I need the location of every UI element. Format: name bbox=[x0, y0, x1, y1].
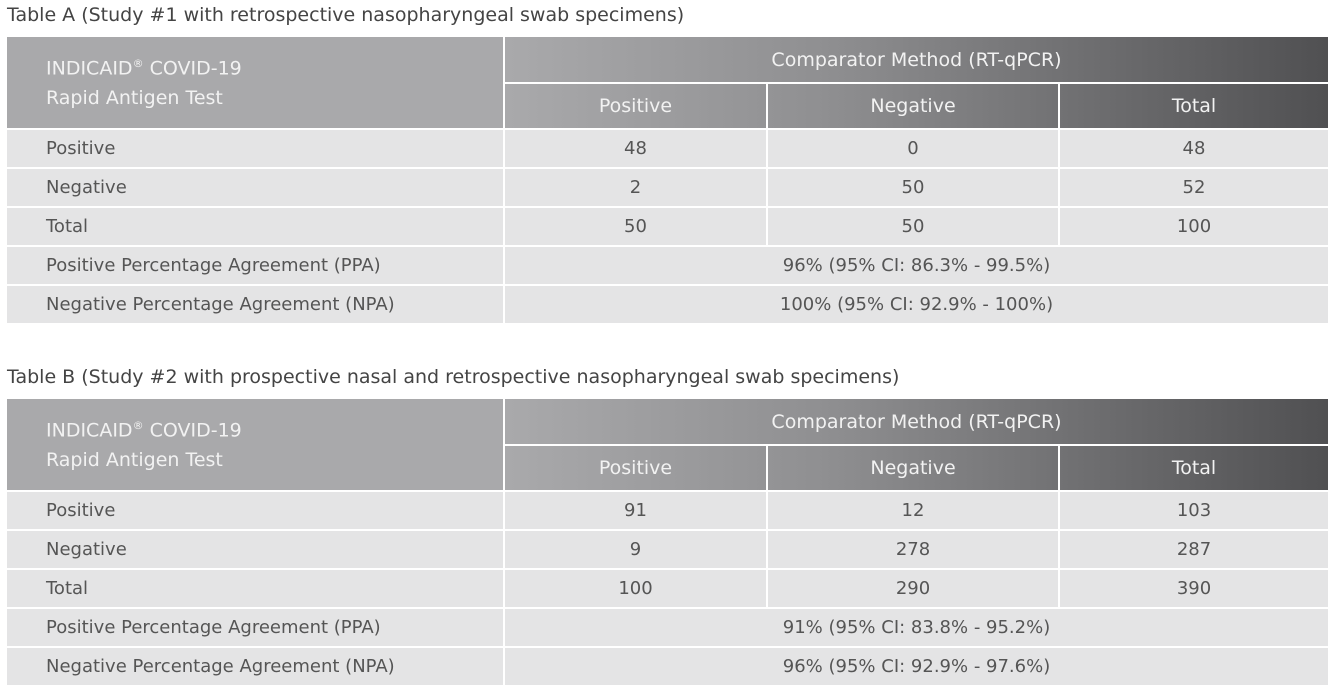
cell: 50 bbox=[505, 208, 766, 245]
brand: INDICAID bbox=[46, 419, 133, 442]
corner-cell: INDICAID® COVID-19 Rapid Antigen Test bbox=[7, 37, 503, 128]
separator bbox=[505, 444, 1328, 446]
cell: 287 bbox=[1060, 531, 1328, 568]
row-label: Positive bbox=[7, 130, 503, 167]
cell: 48 bbox=[505, 130, 766, 167]
cell: 91 bbox=[505, 492, 766, 529]
cell: 50 bbox=[768, 208, 1058, 245]
row-label: Positive bbox=[7, 492, 503, 529]
agreement-label: Negative Percentage Agreement (NPA) bbox=[7, 648, 503, 685]
agreement-label: Positive Percentage Agreement (PPA) bbox=[7, 609, 503, 646]
agreement-value: 96% (95% CI: 86.3% - 99.5%) bbox=[505, 247, 1328, 284]
separator bbox=[766, 84, 768, 128]
table-caption: Table B (Study #2 with prospective nasal… bbox=[7, 366, 900, 388]
row-label: Total bbox=[7, 570, 503, 607]
cell: 103 bbox=[1060, 492, 1328, 529]
column-header: Negative bbox=[870, 457, 956, 479]
registered-mark: ® bbox=[132, 419, 144, 432]
row-label: Negative bbox=[7, 531, 503, 568]
comparator-header: Comparator Method (RT-qPCR) bbox=[771, 410, 1062, 433]
cell: 100 bbox=[1060, 208, 1328, 245]
agreement-value: 100% (95% CI: 92.9% - 100%) bbox=[505, 286, 1328, 323]
comparator-header: Comparator Method (RT-qPCR) bbox=[771, 48, 1062, 71]
cell: 290 bbox=[768, 570, 1058, 607]
row-label: Total bbox=[7, 208, 503, 245]
cell: 100 bbox=[505, 570, 766, 607]
column-header: Positive bbox=[598, 457, 673, 479]
cell: 0 bbox=[768, 130, 1058, 167]
product-name: COVID-19 bbox=[149, 57, 242, 80]
agreement-value: 96% (95% CI: 92.9% - 97.6%) bbox=[505, 648, 1328, 685]
cell: 9 bbox=[505, 531, 766, 568]
registered-mark: ® bbox=[132, 57, 144, 70]
agreement-value: 91% (95% CI: 83.8% - 95.2%) bbox=[505, 609, 1328, 646]
separator bbox=[1058, 84, 1060, 128]
cell: 278 bbox=[768, 531, 1058, 568]
cell: 48 bbox=[1060, 130, 1328, 167]
cell: 390 bbox=[1060, 570, 1328, 607]
column-header: Total bbox=[1171, 95, 1217, 117]
row-label: Negative bbox=[7, 169, 503, 206]
cell: 2 bbox=[505, 169, 766, 206]
cell: 50 bbox=[768, 169, 1058, 206]
table-caption: Table A (Study #1 with retrospective nas… bbox=[7, 4, 685, 26]
subtitle: Rapid Antigen Test bbox=[46, 449, 223, 471]
column-header: Negative bbox=[870, 95, 956, 117]
separator bbox=[503, 37, 505, 128]
separator bbox=[766, 446, 768, 490]
agreement-label: Positive Percentage Agreement (PPA) bbox=[7, 247, 503, 284]
subtitle: Rapid Antigen Test bbox=[46, 87, 223, 109]
agreement-label: Negative Percentage Agreement (NPA) bbox=[7, 286, 503, 323]
cell: 52 bbox=[1060, 169, 1328, 206]
brand: INDICAID bbox=[46, 57, 133, 80]
column-header: Positive bbox=[598, 95, 673, 117]
separator bbox=[505, 82, 1328, 84]
cell: 12 bbox=[768, 492, 1058, 529]
corner-cell: INDICAID® COVID-19 Rapid Antigen Test bbox=[7, 399, 503, 490]
separator bbox=[1058, 446, 1060, 490]
product-name: COVID-19 bbox=[149, 419, 242, 442]
separator bbox=[503, 399, 505, 490]
column-header: Total bbox=[1171, 457, 1217, 479]
